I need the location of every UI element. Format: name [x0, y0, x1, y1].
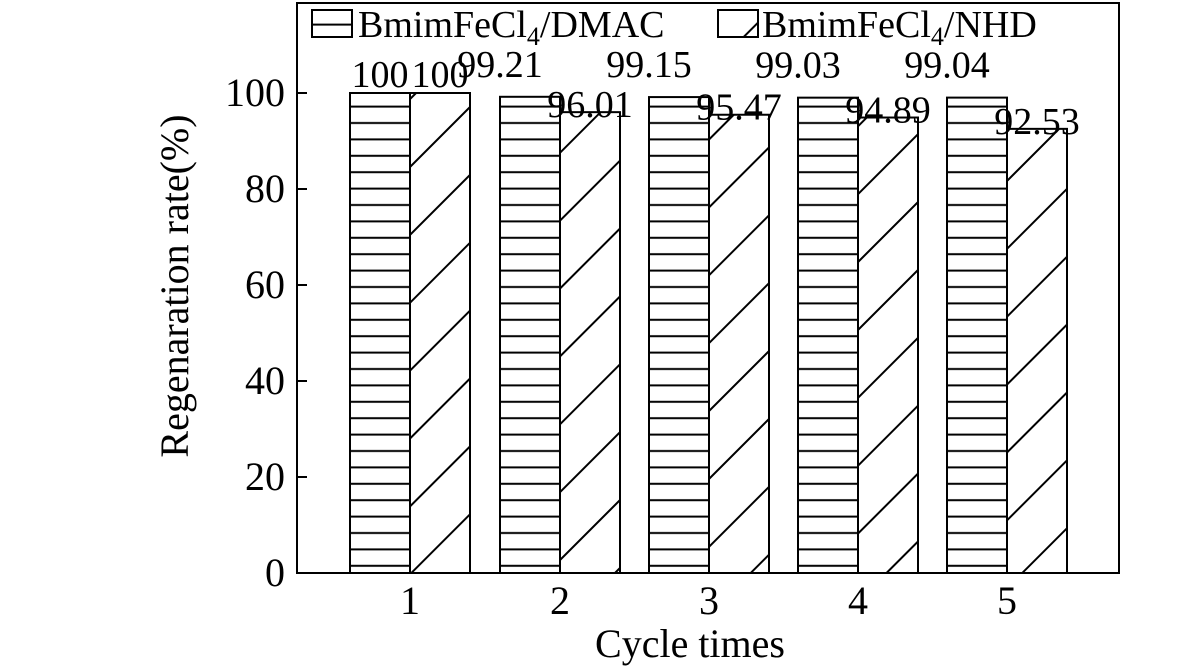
bar-series-1-cycle-4: [797, 96, 859, 574]
data-label: 100: [352, 54, 409, 96]
bar-series-2-cycle-4: [857, 116, 919, 574]
data-label: 99.03: [755, 45, 841, 87]
legend-swatch-1: [311, 9, 353, 38]
bar-series-1-cycle-3: [648, 96, 710, 575]
data-label: 92.53: [994, 101, 1080, 143]
bar-series-1-cycle-1: [349, 92, 411, 574]
legend-label-2: BmimFeCl4/NHD: [762, 4, 1037, 51]
y-tick-label: 20: [245, 454, 285, 499]
legend-swatch-2: [717, 9, 759, 38]
bar-series-1-cycle-2: [499, 95, 561, 575]
x-tick-label: 2: [550, 578, 570, 623]
bar-series-2-cycle-5: [1006, 127, 1068, 575]
data-label: 95.47: [696, 87, 782, 129]
y-tick-label: 100: [225, 70, 285, 115]
x-tick-label: 1: [400, 578, 420, 623]
y-tick-label: 80: [245, 166, 285, 211]
bars: [349, 92, 1068, 575]
data-label: 96.01: [547, 84, 633, 126]
data-label: 99.21: [457, 44, 543, 86]
legend-label-1: BmimFeCl4/DMAC: [358, 4, 665, 51]
x-tick-label: 4: [848, 578, 868, 623]
bar-series-2-cycle-3: [708, 113, 770, 575]
y-axis: 0 20 40 60 80 100: [225, 70, 307, 595]
y-tick-label: 0: [265, 550, 285, 595]
y-tick-label: 60: [245, 262, 285, 307]
data-label: 99.04: [904, 45, 990, 87]
bar-series-2-cycle-1: [409, 92, 471, 574]
data-label: 100: [412, 54, 469, 96]
bar-series-2-cycle-2: [559, 111, 621, 574]
x-axis-title: Cycle times: [595, 621, 785, 666]
x-tick-label: 3: [699, 578, 719, 623]
data-label: 99.15: [606, 44, 692, 86]
bar-series-1-cycle-5: [946, 96, 1008, 574]
data-label: 94.89: [845, 90, 931, 132]
legend: BmimFeCl4/DMAC BmimFeCl4/NHD: [311, 4, 1037, 51]
y-tick-label: 40: [245, 358, 285, 403]
y-axis-title: Regenaration rate(%): [152, 114, 197, 457]
x-tick-label: 5: [997, 578, 1017, 623]
x-axis: 1 2 3 4 5: [400, 563, 1017, 623]
